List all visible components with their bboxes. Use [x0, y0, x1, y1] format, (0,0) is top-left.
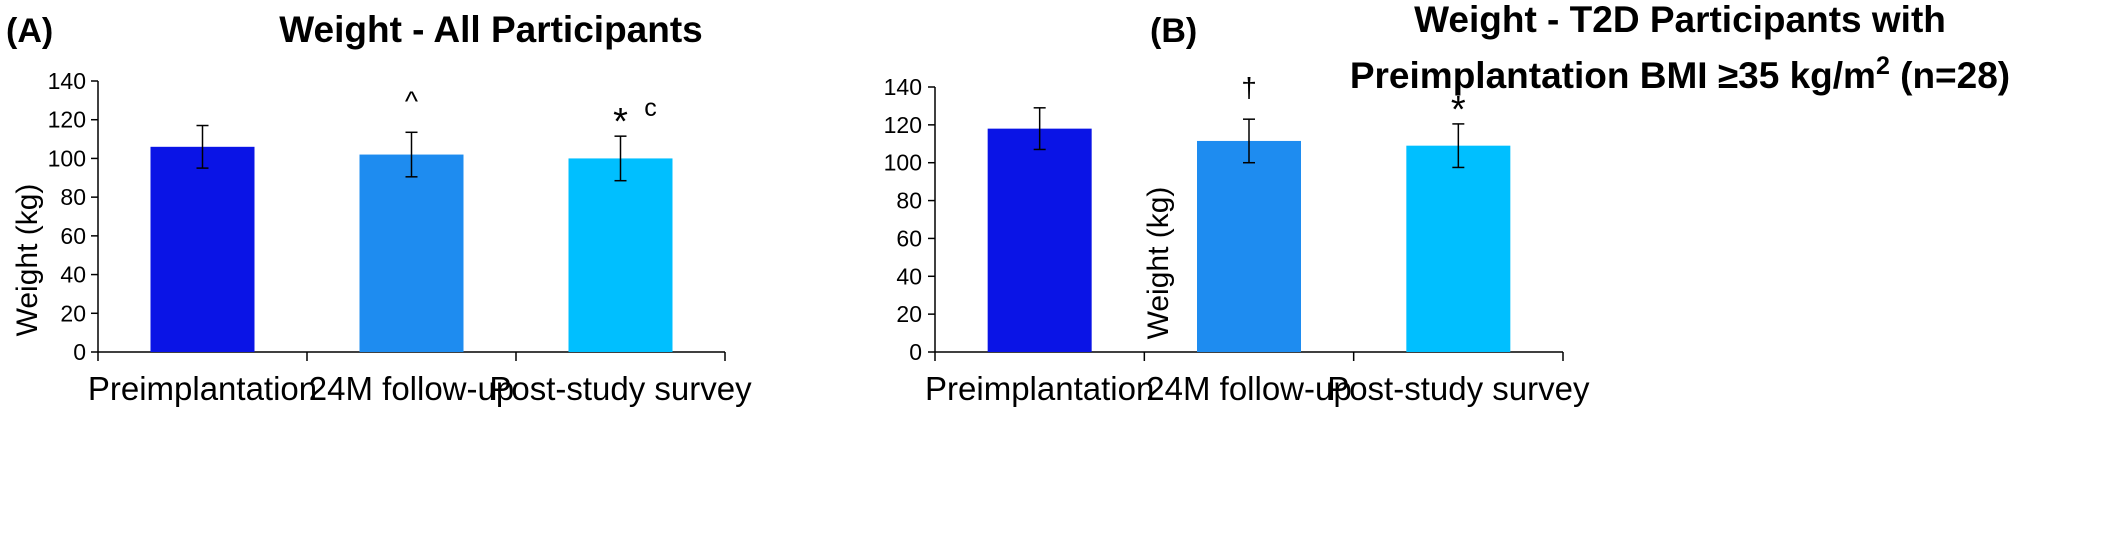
y-tick-label: 120: [48, 107, 86, 133]
x-tick-label: 24M follow-up: [309, 370, 514, 407]
y-tick-label: 120: [884, 112, 922, 138]
y-axis-label-a: Weight (kg): [11, 184, 44, 337]
y-tick-label: 100: [48, 145, 86, 171]
y-tick-label: 140: [884, 74, 922, 100]
y-tick-label: 20: [60, 300, 86, 326]
chart-title-b-superscript: 2: [1876, 52, 1890, 80]
y-tick-label: 40: [896, 263, 922, 289]
bar: [359, 154, 464, 352]
x-tick-label: 24M follow-up: [1146, 370, 1351, 407]
significance-marker: *: [1451, 89, 1466, 131]
y-tick-label: 40: [60, 262, 86, 288]
y-tick-label: 80: [896, 188, 922, 214]
chart-title-b-main: Preimplantation BMI ≥35 kg/m: [1350, 55, 1876, 96]
y-tick-label: 100: [884, 150, 922, 176]
x-tick-label: Post-study survey: [489, 370, 752, 407]
x-tick-label: Preimplantation: [88, 370, 317, 407]
panel-label-b: (B): [1150, 12, 1197, 50]
significance-marker: ^: [405, 85, 418, 116]
bar: [1406, 145, 1511, 352]
significance-marker: †: [1241, 72, 1257, 103]
panel-label-a: (A): [6, 12, 53, 50]
y-axis-label-b: Weight (kg): [1142, 187, 1175, 340]
y-tick-label: 60: [60, 223, 86, 249]
bar: [1197, 140, 1301, 352]
chart-title-b-line1: Weight - T2D Participants with: [1414, 0, 1946, 40]
significance-marker: *: [613, 101, 628, 143]
significance-marker-secondary: c: [644, 94, 657, 122]
y-tick-label: 0: [73, 339, 86, 365]
y-tick-label: 0: [909, 339, 922, 365]
y-tick-label: 20: [896, 301, 922, 327]
chart-title-a: Weight - All Participants: [279, 9, 703, 50]
y-tick-label: 60: [896, 225, 922, 251]
chart-title-b-line2: Preimplantation BMI ≥35 kg/m2 (n=28): [1350, 52, 2010, 96]
bar: [987, 128, 1092, 352]
x-tick-label: Preimplantation: [925, 370, 1154, 407]
y-tick-label: 80: [60, 184, 86, 210]
y-tick-label: 140: [48, 68, 86, 94]
chart-title-b-suffix: (n=28): [1890, 55, 2010, 96]
bar: [568, 158, 673, 352]
bar: [150, 146, 255, 352]
x-tick-label: Post-study survey: [1327, 370, 1590, 407]
